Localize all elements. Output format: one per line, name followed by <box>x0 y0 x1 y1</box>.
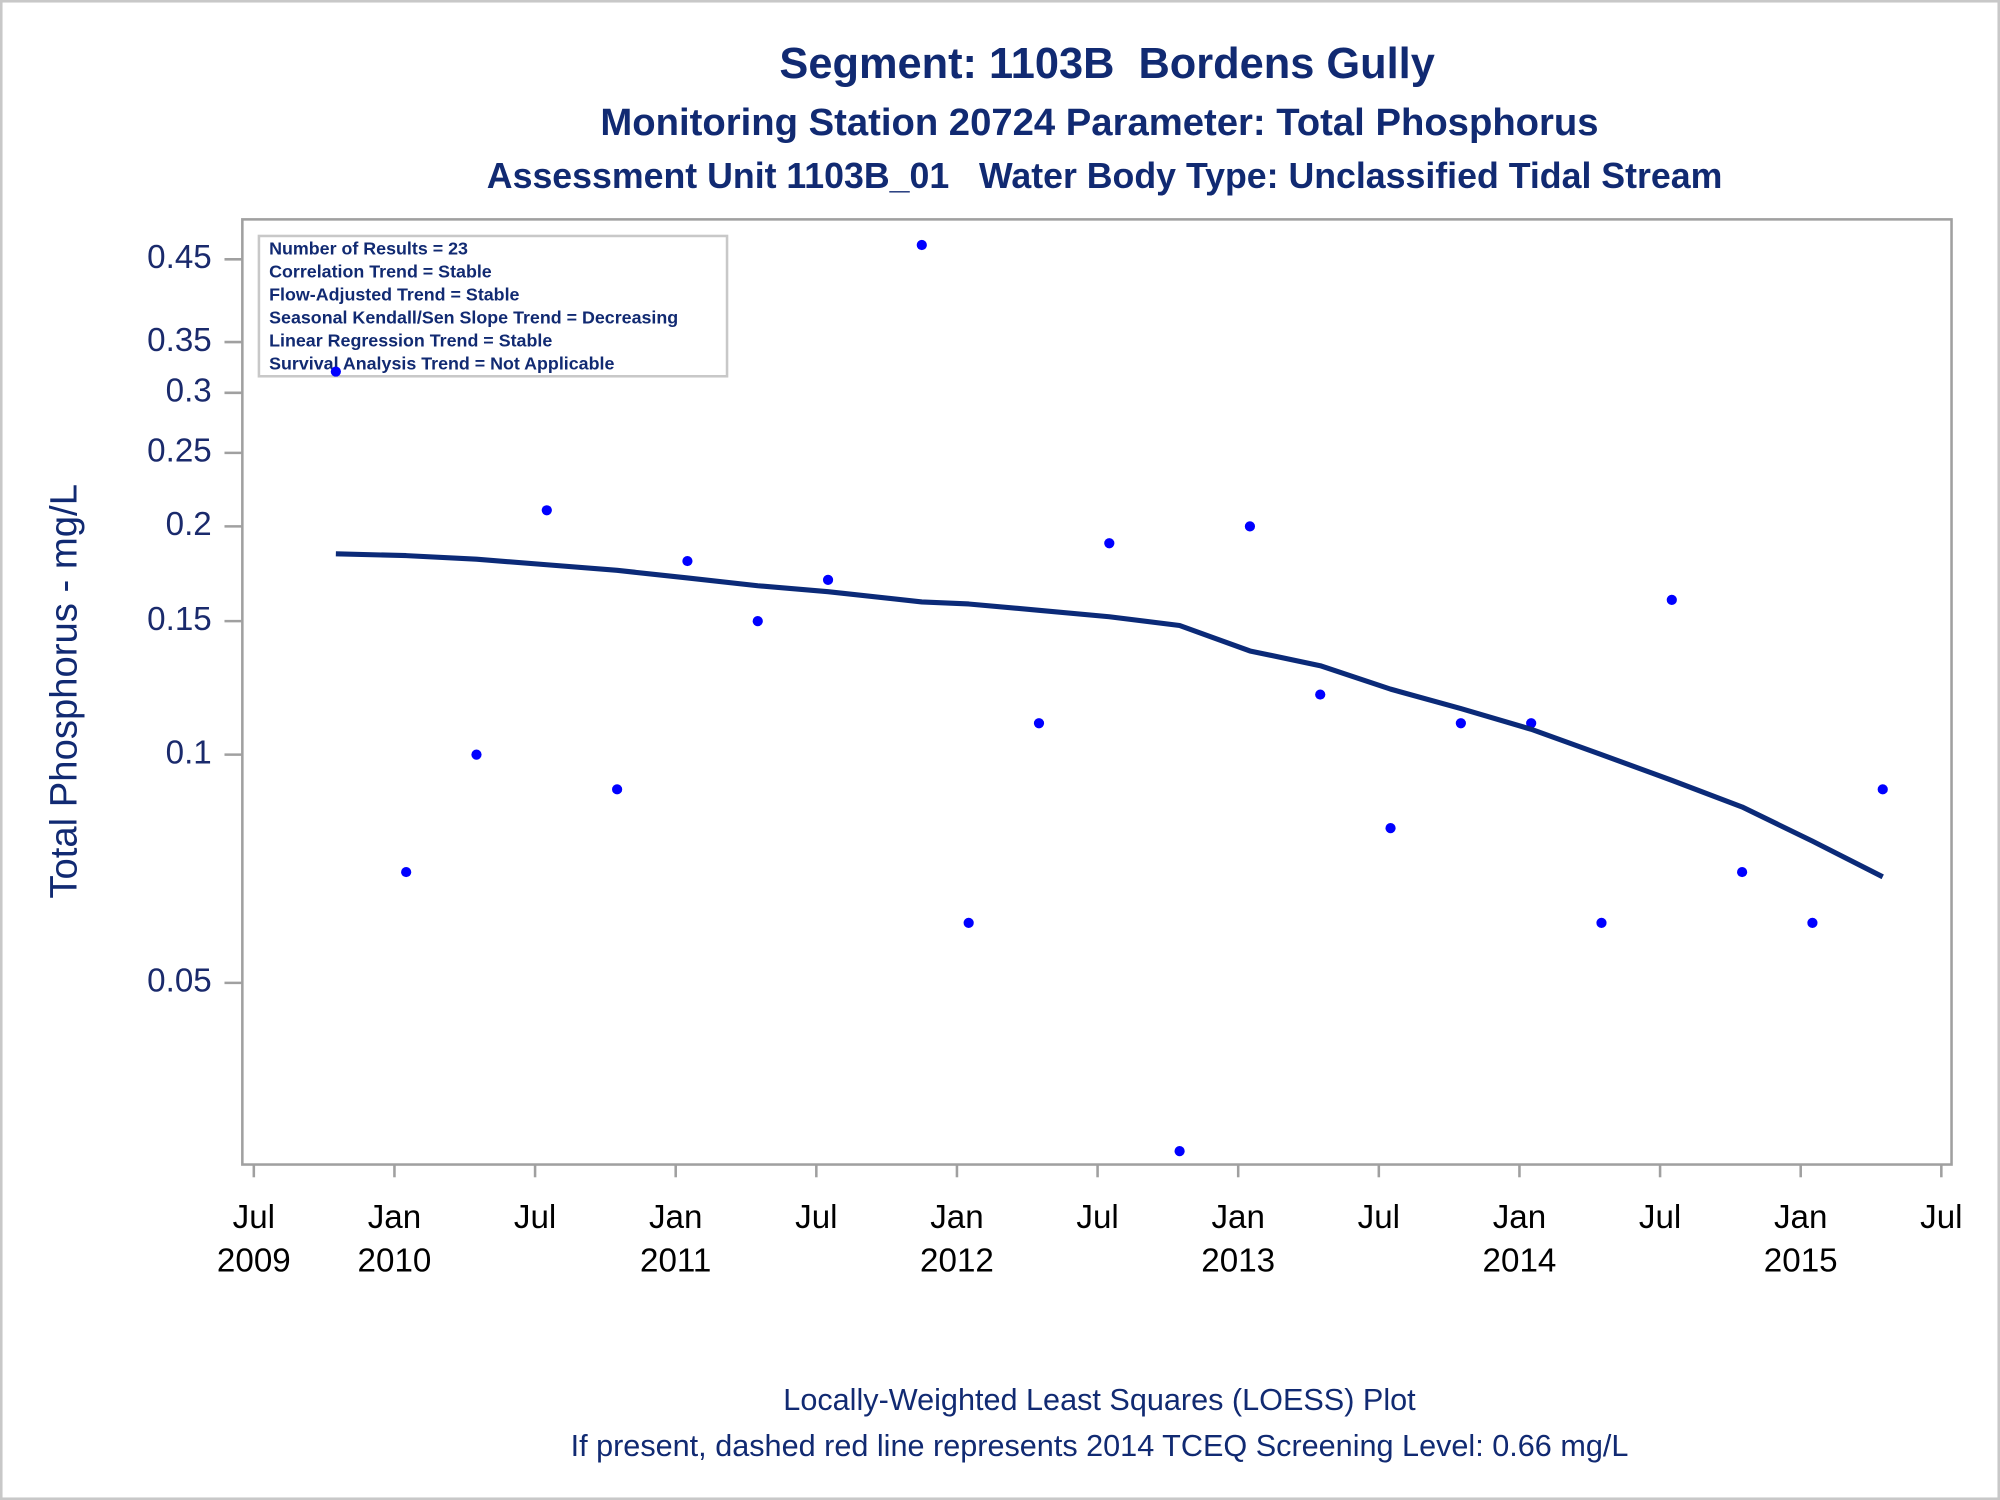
y-tick-label: 0.45 <box>147 239 212 276</box>
x-tick-label: Jan <box>1211 1199 1264 1236</box>
y-tick-label: 0.35 <box>147 322 212 359</box>
data-point <box>1455 718 1466 729</box>
x-tick-label: 2009 <box>217 1243 291 1280</box>
data-point <box>1877 784 1888 795</box>
footnote: If present, dashed red line represents 2… <box>571 1429 1629 1463</box>
annotation: Linear Regression Trend = Stable <box>269 331 552 351</box>
annotation: Survival Analysis Trend = Not Applicable <box>269 354 614 374</box>
annotation: Correlation Trend = Stable <box>269 262 492 282</box>
x-tick-label: 2011 <box>640 1243 711 1280</box>
data-point <box>1244 521 1256 532</box>
annotation-box <box>257 234 729 378</box>
data-point <box>682 555 693 567</box>
annotation: Number of Results = 23 <box>269 239 468 259</box>
data-point <box>1315 689 1326 700</box>
x-tick-label: Jul <box>1358 1199 1400 1236</box>
footnote: Locally-Weighted Least Squares (LOESS) P… <box>783 1383 1416 1417</box>
data-point <box>401 866 412 878</box>
data-point <box>1526 718 1537 729</box>
data-point <box>541 505 552 516</box>
y-tick-label: 0.25 <box>147 433 212 470</box>
data-point <box>1807 917 1818 928</box>
x-tick-label: Jan <box>930 1199 983 1236</box>
data-point <box>963 917 974 928</box>
x-tick-label: Jul <box>795 1199 837 1236</box>
data-point <box>1104 538 1115 549</box>
x-tick-label: Jul <box>514 1199 556 1236</box>
loess-line <box>335 551 1884 880</box>
data-point <box>752 615 763 627</box>
data-point <box>1033 718 1045 729</box>
x-tick-label: Jul <box>1076 1199 1118 1236</box>
data-point <box>1174 1145 1185 1157</box>
data-point <box>916 239 927 251</box>
x-tick-label: 2010 <box>358 1243 432 1280</box>
x-tick-label: Jul <box>1920 1199 1962 1236</box>
data-point <box>612 784 623 795</box>
y-axis-label: Total Phosphorus - mg/L <box>42 484 85 899</box>
y-tick-label: 0.15 <box>147 601 212 638</box>
x-tick-label: Jul <box>1639 1199 1681 1236</box>
data-point <box>822 574 834 585</box>
x-tick-label: Jan <box>1493 1199 1546 1236</box>
annotation: Seasonal Kendall/Sen Slope Trend = Decre… <box>269 308 678 328</box>
y-tick-label: 0.2 <box>166 506 212 543</box>
y-tick-label: 0.05 <box>147 963 212 1000</box>
chart-subtitle: Assessment Unit 1103B_01 Water Body Type… <box>487 156 1723 196</box>
data-point <box>330 366 341 377</box>
plot-frame <box>241 218 1953 1166</box>
data-point <box>471 749 482 760</box>
x-tick-label: Jan <box>1774 1199 1827 1236</box>
x-tick-label: 2014 <box>1483 1243 1557 1280</box>
annotation: Flow-Adjusted Trend = Stable <box>269 285 519 305</box>
x-tick-label: Jul <box>233 1199 275 1236</box>
y-tick-label: 0.1 <box>166 734 212 771</box>
x-tick-label: Jan <box>368 1199 421 1236</box>
x-tick-label: Jan <box>649 1199 702 1236</box>
x-tick-label: 2013 <box>1201 1243 1275 1280</box>
x-tick-label: 2012 <box>920 1243 994 1280</box>
chart-title: Segment: 1103B Bordens Gully <box>779 40 1434 88</box>
chart-subtitle: Monitoring Station 20724 Parameter: Tota… <box>600 101 1598 144</box>
data-point <box>1385 822 1396 834</box>
x-tick-label: 2015 <box>1764 1243 1838 1280</box>
data-point <box>1666 594 1677 605</box>
y-tick-label: 0.3 <box>166 373 212 410</box>
data-point <box>1737 866 1748 878</box>
data-point <box>1596 917 1607 928</box>
